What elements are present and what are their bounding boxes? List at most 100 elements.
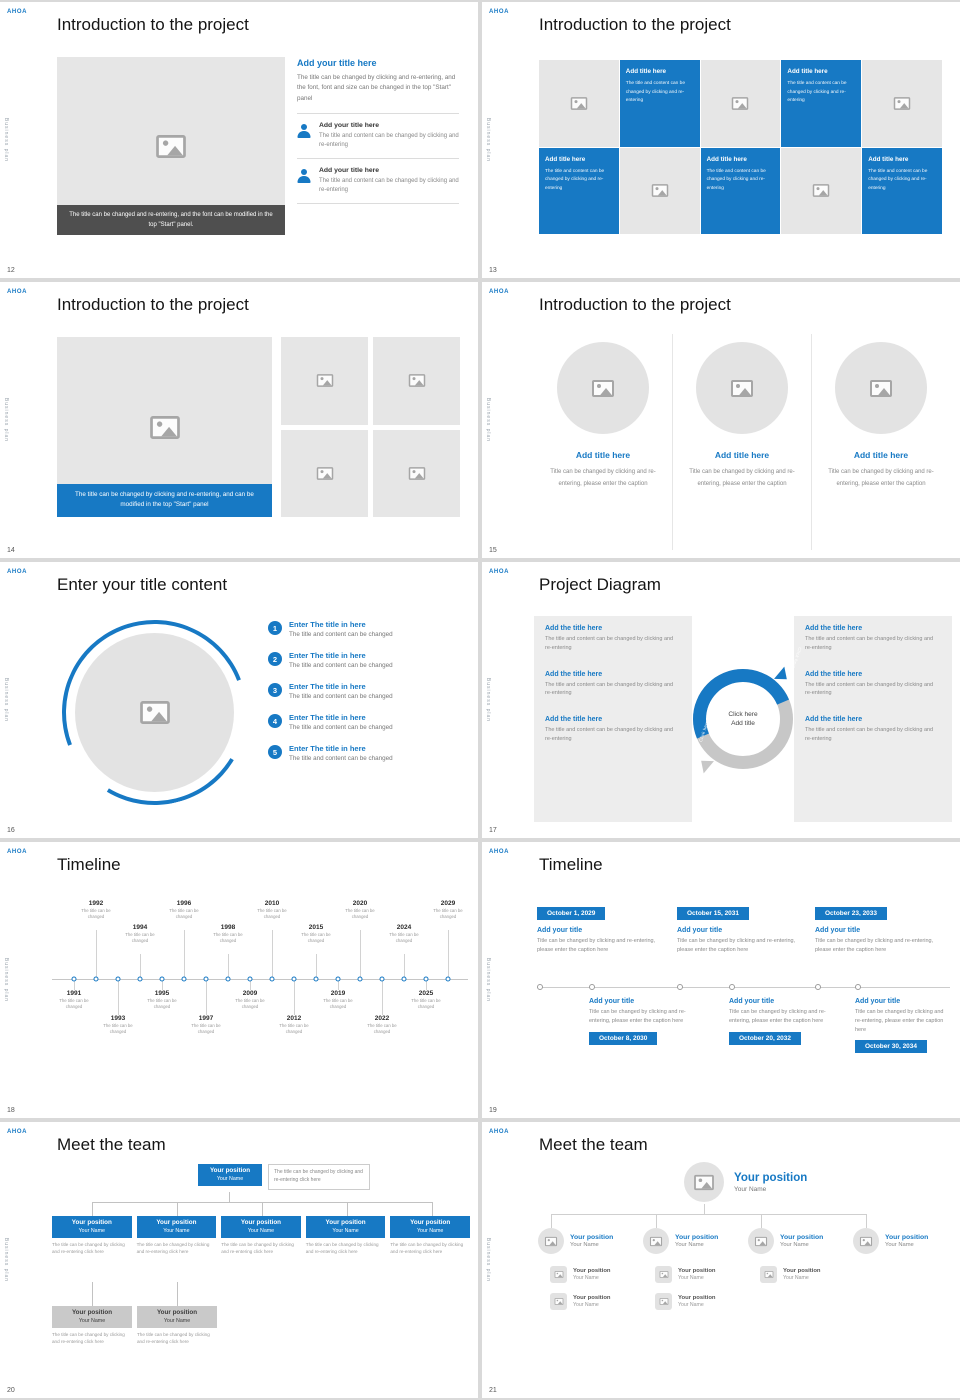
- side-label: Business plan: [3, 117, 9, 163]
- slide-20[interactable]: AHOA Business plan Meet the team Your po…: [0, 1122, 478, 1398]
- timeline-caption: The title can be changed: [125, 932, 155, 944]
- item-title: Add your title here: [319, 167, 380, 175]
- circle-diagram: [32, 590, 277, 835]
- slide-title: Timeline: [539, 855, 603, 874]
- item-body: The title and content can be changed: [289, 693, 393, 700]
- list-item: Add your title here The title and conten…: [297, 114, 459, 160]
- image-icon: [570, 96, 588, 110]
- timeline-label: 1996 The title can be changed: [166, 900, 202, 920]
- slide-16[interactable]: AHOA Business plan Enter your title cont…: [0, 562, 478, 838]
- position-label: Your position: [209, 1167, 251, 1174]
- diagram-center: Click here Add title: [709, 685, 777, 753]
- brand-logo: AHOA: [489, 9, 510, 15]
- team-submember: Your position Your Name: [760, 1266, 849, 1283]
- timeline-dot: [537, 984, 543, 990]
- list-item: 3 Enter The title in here The title and c…: [268, 682, 468, 700]
- timeline-year: 1994: [132, 924, 148, 931]
- list-item-text: Enter The title in here The title and con…: [289, 713, 393, 731]
- text-tile: Add title here The title and content can …: [619, 60, 700, 147]
- item-title: Add title here: [575, 450, 631, 460]
- connector-line: [316, 954, 317, 979]
- name-label: Your Name: [570, 1242, 599, 1248]
- slide-18[interactable]: AHOA Business plan Timeline 1991 The titl…: [0, 842, 478, 1118]
- connector-line: [866, 1214, 867, 1228]
- slide-title: Project Diagram: [539, 575, 661, 594]
- timeline-dot: [357, 976, 363, 982]
- item-caption: Title can be changed by clicking and re-…: [828, 469, 934, 487]
- number-badge: 5: [268, 745, 282, 759]
- image-icon: [732, 96, 749, 110]
- timeline-label: 1995 The title can be changed: [144, 990, 180, 1010]
- timeline-label: 2025 The title can be changed: [408, 990, 444, 1010]
- team-branch: Your position Your Name Your position Your…: [744, 1228, 849, 1320]
- connector-line: [262, 1202, 263, 1216]
- list-item-text: Enter The title in here The title and con…: [289, 744, 393, 762]
- timeline-year: 2009: [242, 990, 258, 997]
- side-label: Business plan: [485, 117, 491, 163]
- image-placeholder: [281, 337, 368, 425]
- slide-19[interactable]: AHOA Business plan Timeline October 1, 2…: [482, 842, 960, 1118]
- slide-14[interactable]: AHOA Business plan Introduction to the p…: [0, 282, 478, 558]
- timeline-dot: [137, 976, 143, 982]
- connector-line: [448, 930, 449, 979]
- slide-17[interactable]: AHOA Business plan Project Diagram Add t…: [482, 562, 960, 838]
- tile-body: The title and content can be changed by …: [868, 168, 928, 191]
- list-item: 4 Enter The title in here The title and c…: [268, 713, 468, 731]
- member-text: Your position Your Name: [780, 1234, 823, 1248]
- diagram-area: Add the title here The title and content …: [534, 612, 952, 826]
- card-title: Add your title: [729, 998, 775, 1005]
- connector-line: [92, 1282, 93, 1306]
- item-body: The title and content can be changed: [289, 631, 393, 638]
- timeline-item: 2019 The title can be changed: [320, 894, 356, 1084]
- org-branch: Your position Your Name The title can be …: [305, 1216, 386, 1255]
- team-submember: Your position Your Name: [655, 1266, 744, 1283]
- timeline-label: 2022 The title can be changed: [364, 1015, 400, 1035]
- timeline-caption: The title can be changed: [59, 998, 89, 1010]
- timeline-item: 1992 The title can be changed: [78, 894, 114, 1084]
- item-title: Add the title here: [545, 716, 603, 724]
- timeline-label: 1993 The title can be changed: [100, 1015, 136, 1035]
- slide-13[interactable]: AHOA Business plan Introduction to the p…: [482, 2, 960, 278]
- position-label: Your position: [156, 1309, 198, 1316]
- card-title: Add your title: [589, 998, 635, 1005]
- slide-15[interactable]: AHOA Business plan Introduction to the p…: [482, 282, 960, 558]
- name-label: Your Name: [78, 1317, 106, 1324]
- item-title: Add title here: [714, 450, 770, 460]
- page-number: 21: [489, 1387, 497, 1394]
- item-title: Add title here: [853, 450, 909, 460]
- member-text: Your position Your Name: [573, 1295, 611, 1308]
- position-label: Your position: [675, 1234, 719, 1241]
- image-icon: [764, 1271, 773, 1278]
- position-label: Your position: [885, 1234, 929, 1241]
- timeline-dot: [225, 976, 231, 982]
- name-label: Your Name: [417, 1227, 444, 1234]
- name-label: Your Name: [163, 1317, 191, 1324]
- tile-title: Add title here: [787, 68, 828, 75]
- timeline-caption: The title can be changed: [103, 1023, 133, 1035]
- image-icon: [659, 1271, 668, 1278]
- slide-12[interactable]: AHOA Business plan Introduction to the p…: [0, 2, 478, 278]
- timeline-label: 1998 The title can be changed: [210, 924, 246, 944]
- timeline-year: 2025: [418, 990, 434, 997]
- image-icon: [316, 466, 333, 480]
- timeline-dot: [247, 976, 253, 982]
- position-label: Your position: [71, 1219, 112, 1226]
- image-icon: [649, 1236, 663, 1246]
- org-node: Your position Your Name: [305, 1216, 386, 1238]
- slide-21[interactable]: AHOA Business plan Meet the team Your po…: [482, 1122, 960, 1398]
- slide-title: Enter your title content: [57, 575, 228, 594]
- item-caption: Title can be changed by clicking and re-…: [550, 469, 656, 487]
- image-icon: [316, 374, 333, 388]
- image-icon: [592, 379, 614, 397]
- timeline-label: 2012 The title can be changed: [276, 1015, 312, 1035]
- item-title: Enter The title in here: [289, 651, 366, 660]
- node-description: The title can be changed by clicking and…: [136, 1241, 210, 1254]
- timeline-item: 2009 The title can be changed: [232, 894, 268, 1084]
- position-label: Your position: [573, 1268, 611, 1274]
- timeline-card: October 15, 2031 Add your title Title ca…: [677, 902, 803, 955]
- name-label: Your Name: [780, 1242, 809, 1248]
- item-body: The title and content can be changed by …: [805, 681, 934, 697]
- node-description: The title can be changed by clicking and…: [390, 1241, 464, 1254]
- item-body: The title and content can be changed by …: [545, 727, 674, 742]
- timeline-item: 2029 The title can be changed: [430, 894, 466, 1084]
